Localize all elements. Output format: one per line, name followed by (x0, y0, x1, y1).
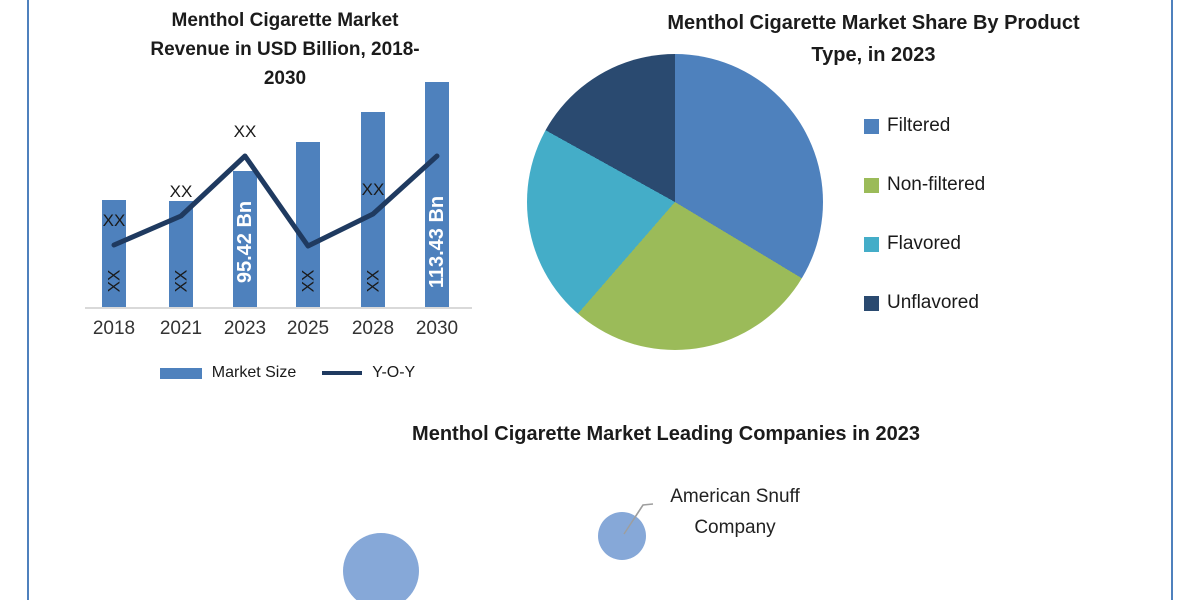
flavored-label: Flavored (887, 233, 961, 254)
non-filtered-swatch (864, 177, 879, 193)
filtered-swatch (864, 118, 879, 134)
american-snuff-label-line2: Company (694, 517, 776, 538)
x-label-2021: 2021 (160, 318, 202, 339)
legend-item-unflavored: Unflavored (864, 291, 985, 315)
revenue-chart-title: Menthol Cigarette Market Revenue in USD … (115, 6, 455, 93)
x-label-2030: 2030 (416, 318, 458, 339)
yoy-label-2023: XX (234, 122, 257, 141)
bar-value-label-2021: XX (172, 270, 191, 293)
bar-2025 (296, 142, 320, 308)
bar-value-label-2018: XX (105, 270, 124, 293)
leading-companies-title: Menthol Cigarette Market Leading Compani… (412, 423, 920, 445)
american-snuff-company-label: American Snuff Company (625, 481, 845, 543)
bar-2023 (233, 171, 257, 308)
unflavored-label: Unflavored (887, 292, 979, 313)
market-size-swatch (159, 367, 202, 379)
pie-title-line2: Type, in 2023 (811, 44, 936, 66)
market-size-legend-label: Market Size (211, 364, 297, 381)
market-share-chart-title: Menthol Cigarette Market Share By Produc… (593, 7, 1154, 71)
legend-item-filtered: Filtered (864, 114, 985, 138)
yoy-label-2028: XX (362, 180, 385, 199)
bar-value-label-2028: XX (364, 270, 383, 293)
company-bubble-1 (343, 533, 419, 600)
product-share-pie (527, 54, 823, 350)
legend-item-flavored: Flavored (864, 232, 985, 256)
bar-value-label-2030: 113.43 Bn (426, 196, 448, 288)
x-label-2018: 2018 (93, 318, 135, 339)
bar-2021 (169, 201, 193, 308)
frame-border-left (27, 0, 29, 600)
non-filtered-label: Non-filtered (887, 174, 986, 195)
yoy-label-2021: XX (170, 182, 193, 201)
bar-value-label-2023: 95.42 Bn (234, 201, 256, 283)
yoy-swatch (322, 371, 363, 375)
frame-border-right (1171, 0, 1173, 600)
revenue-title-line1: Menthol Cigarette Market (171, 10, 399, 31)
pie-title-line1: Menthol Cigarette Market Share By Produc… (667, 12, 1080, 34)
yoy-label-2018: XX (103, 211, 126, 230)
revenue-title-line2: Revenue in USD Billion, 2018- (150, 39, 420, 60)
pie-legend: Filtered Non-filtered Flavored Unflavore… (864, 114, 985, 350)
bar-2028 (361, 112, 385, 308)
x-label-2025: 2025 (287, 318, 329, 339)
legend-item-non-filtered: Non-filtered (864, 173, 985, 197)
revenue-chart-legend: Market Size Y-O-Y (60, 360, 515, 386)
yoy-legend-label: Y-O-Y (372, 364, 416, 381)
revenue-title-line3: 2030 (263, 68, 307, 89)
x-label-2023: 2023 (224, 318, 266, 339)
yoy-line (111, 153, 440, 249)
x-label-2028: 2028 (352, 318, 394, 339)
bar-2018 (102, 200, 126, 308)
american-snuff-label-line1: American Snuff (670, 486, 800, 507)
bar-2030 (425, 82, 449, 308)
flavored-swatch (864, 236, 879, 252)
bar-value-label-2025: XX (299, 270, 318, 293)
unflavored-swatch (864, 295, 879, 311)
filtered-label: Filtered (887, 115, 951, 136)
